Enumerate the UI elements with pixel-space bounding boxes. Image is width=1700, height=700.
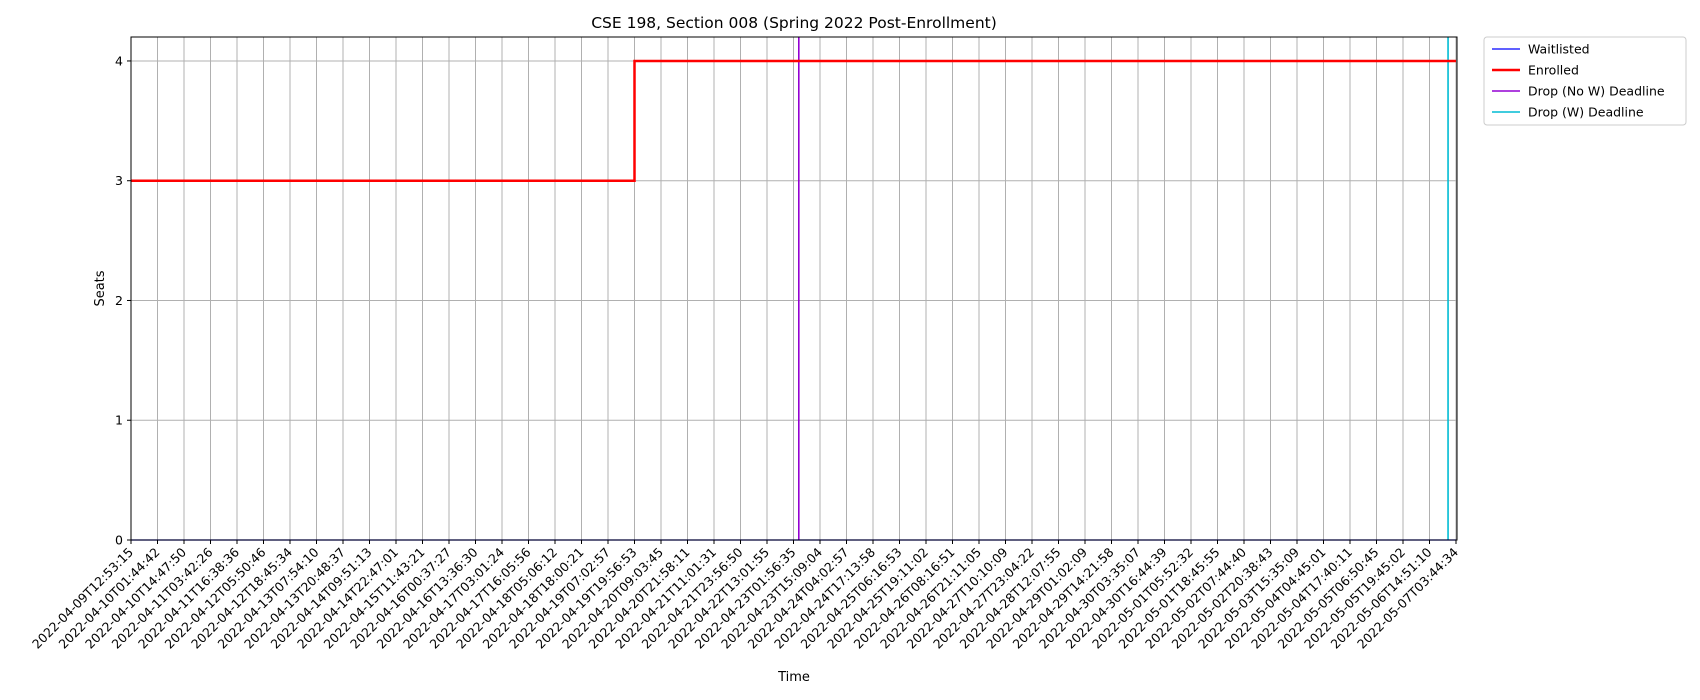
y-axis-title: Seats — [93, 270, 108, 306]
legend-box — [1483, 36, 1687, 126]
y-tick-label: 0 — [115, 533, 123, 548]
grid — [130, 37, 1457, 541]
y-tick-label: 4 — [115, 53, 123, 68]
y-tick-label: 2 — [115, 293, 123, 308]
chart-title: CSE 198, Section 008 (Spring 2022 Post-E… — [591, 14, 997, 32]
legend-label: Drop (W) Deadline — [1528, 105, 1644, 120]
legend-label: Drop (No W) Deadline — [1528, 84, 1665, 99]
legend-label: Enrolled — [1528, 63, 1579, 78]
x-axis-title: Time — [777, 670, 810, 685]
series-line — [131, 59, 1456, 182]
y-axis: 0 1 2 3 4 — [115, 53, 131, 548]
x-axis: 2022-04-09T12:53:152022-04-10T01:44:4220… — [29, 540, 1461, 652]
y-tick-label: 1 — [115, 413, 123, 428]
deadline-lines — [797, 37, 1449, 540]
legend: Waitlisted Enrolled Drop (No W) Deadline Dr… — [1483, 36, 1687, 126]
y-tick-label: 3 — [115, 173, 123, 188]
legend-label: Waitlisted — [1528, 42, 1590, 57]
